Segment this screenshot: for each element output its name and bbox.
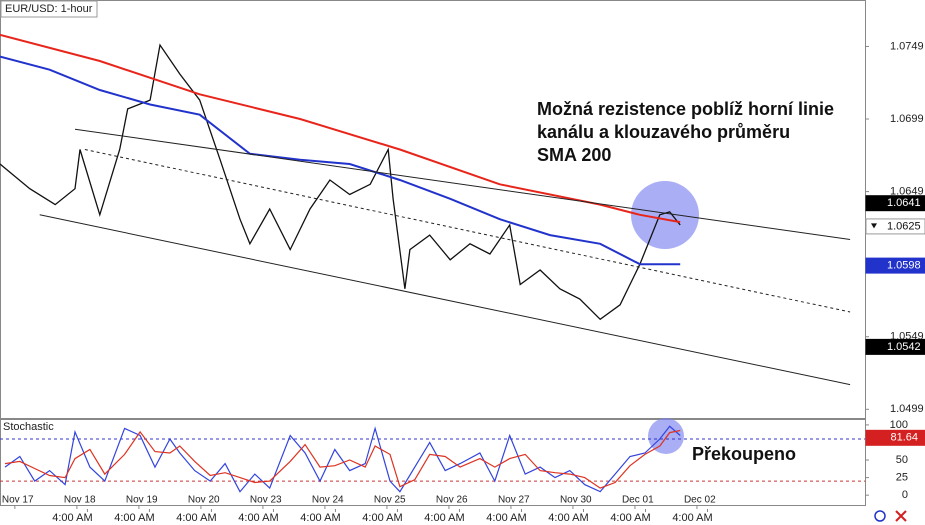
- annotation: kanálu a klouzavého průměru: [537, 122, 790, 142]
- annotation: SMA 200: [537, 145, 611, 165]
- x-tick-label: Nov 23: [250, 495, 282, 506]
- x-tick-label: 4:00 AM: [610, 512, 650, 524]
- link-icon[interactable]: [874, 510, 886, 522]
- annotation: Překoupeno: [692, 444, 796, 464]
- price-marker: [865, 195, 925, 212]
- annotation: Možná rezistence poblíž horní linie: [537, 99, 834, 119]
- price-marker: [865, 429, 925, 446]
- x-tick-label: 4:00 AM: [238, 512, 278, 524]
- stochastic-panel: [0, 419, 866, 506]
- toolbar-icons[interactable]: [874, 510, 907, 522]
- x-tick-label: 4:00 AM: [672, 512, 712, 524]
- highlight-circle: [631, 181, 699, 249]
- indicator-title: Stochastic: [3, 421, 54, 433]
- highlight-circle: [648, 418, 684, 454]
- y-tick-label: 100: [890, 419, 908, 431]
- x-tick-label: 4:00 AM: [300, 512, 340, 524]
- x-tick-label: Nov 19: [126, 495, 158, 506]
- price-marker: [865, 257, 925, 274]
- x-tick-label: Nov 30: [560, 495, 592, 506]
- x-tick-label: Dec 01: [622, 495, 654, 506]
- series-line: [0, 33, 681, 224]
- price-marker-label: 1.0598: [887, 260, 921, 272]
- x-tick-label: 4:00 AM: [52, 512, 92, 524]
- series-line: [0, 43, 681, 321]
- chart-title: EUR/USD: 1-hour: [5, 3, 93, 15]
- x-tick-label: Nov 26: [436, 495, 468, 506]
- x-tick-label: 4:00 AM: [548, 512, 588, 524]
- series-line: [4, 429, 681, 489]
- y-tick-label: 25: [896, 472, 908, 484]
- price-marker-label: 1.0641: [887, 197, 921, 209]
- price-marker-label: 81.64: [890, 432, 918, 444]
- x-tick-label: 4:00 AM: [176, 512, 216, 524]
- series-line: [84, 149, 851, 313]
- y-tick-label: 1.0649: [890, 185, 924, 197]
- close-icon[interactable]: [895, 510, 907, 522]
- marker-arrow: [871, 223, 877, 229]
- x-tick-label: 4:00 AM: [114, 512, 154, 524]
- x-tick-label: Nov 20: [188, 495, 220, 506]
- series-line: [39, 214, 851, 386]
- y-tick-label: 50: [896, 454, 908, 466]
- price-marker: [865, 218, 925, 235]
- price-marker-label: 1.0542: [887, 341, 921, 353]
- x-tick-label: Nov 18: [64, 495, 96, 506]
- x-tick-label: Nov 17: [2, 495, 34, 506]
- x-tick-label: Nov 24: [312, 495, 344, 506]
- price-marker: [865, 338, 925, 355]
- y-tick-label: 1.0749: [890, 40, 924, 52]
- series-line: [74, 128, 851, 240]
- series-line: [0, 55, 681, 266]
- x-tick-label: Dec 02: [684, 495, 716, 506]
- x-tick-label: Nov 27: [498, 495, 530, 506]
- y-tick-label: 1.0499: [890, 403, 924, 415]
- price-marker-label: 1.0625: [887, 220, 921, 232]
- x-tick-label: 4:00 AM: [486, 512, 526, 524]
- x-tick-label: 4:00 AM: [424, 512, 464, 524]
- x-tick-label: Nov 25: [374, 495, 406, 506]
- y-tick-label: 0: [902, 489, 908, 501]
- title-box: [0, 0, 98, 18]
- x-tick-label: 4:00 AM: [362, 512, 402, 524]
- y-tick-label: 1.0699: [890, 113, 924, 125]
